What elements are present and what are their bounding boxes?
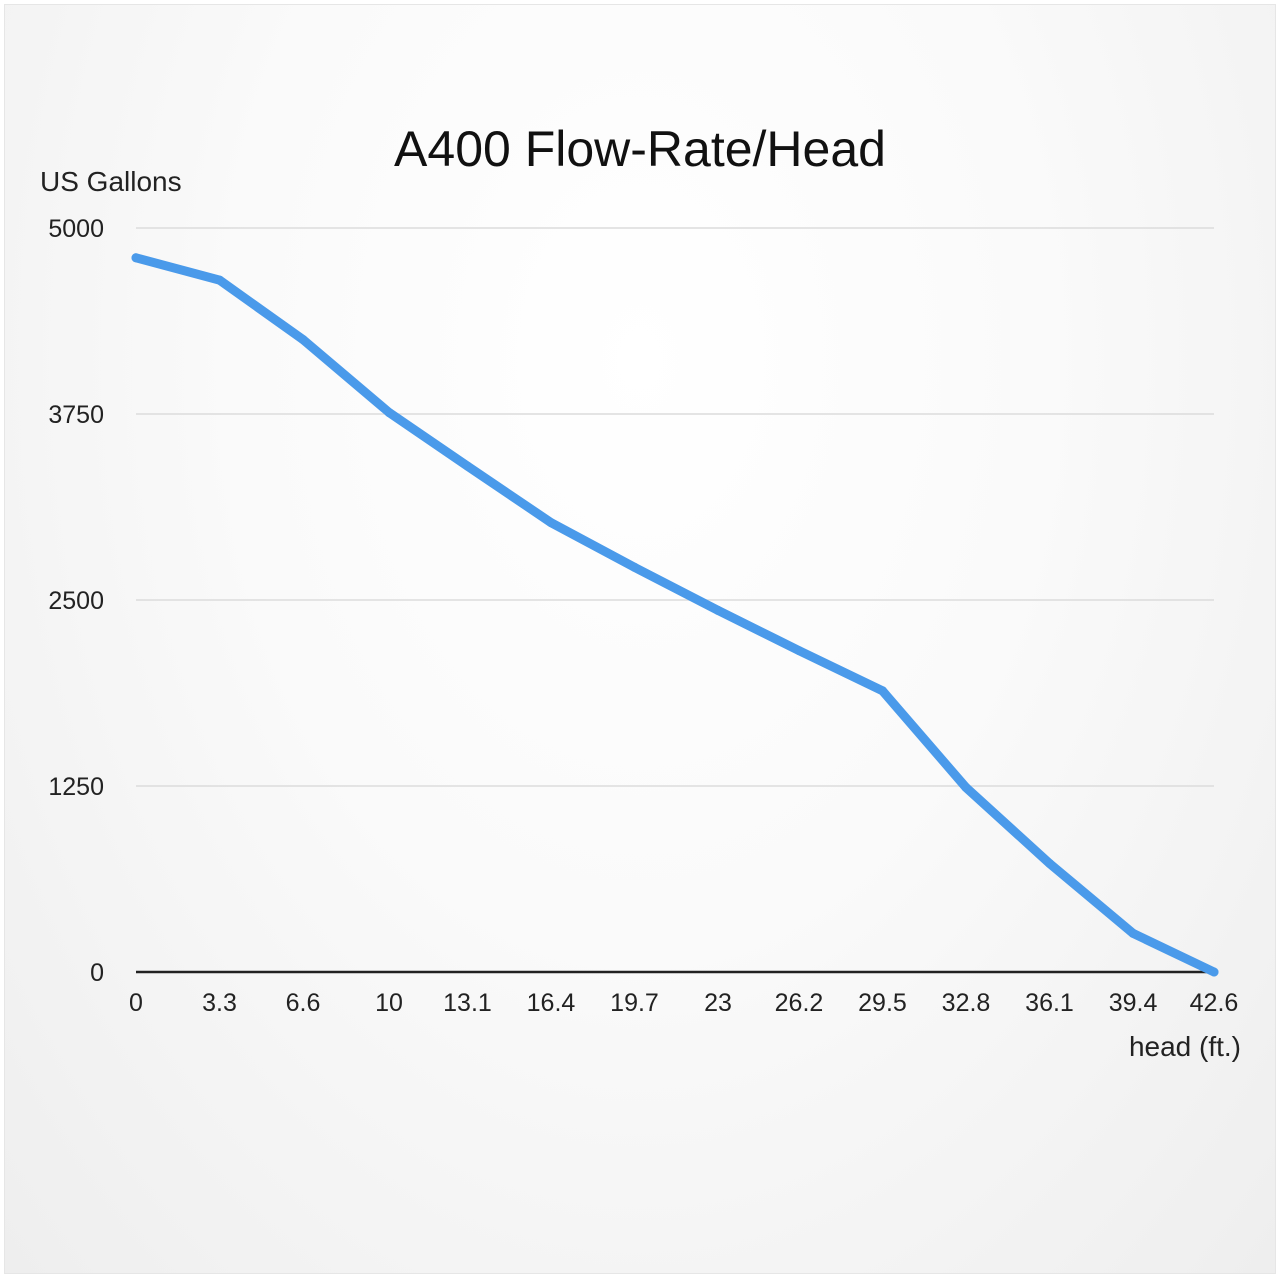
chart-panel <box>4 4 1276 1274</box>
x-tick-label: 39.4 <box>1109 989 1158 1017</box>
x-tick-label: 26.2 <box>775 989 824 1017</box>
data-point <box>1128 928 1138 938</box>
x-tick-label: 36.1 <box>1025 989 1074 1017</box>
x-tick-label: 13.1 <box>443 989 492 1017</box>
x-tick-labels: 0 3.3 6.6 10 13.1 16.4 19.7 23 26.2 29.5 32.8 36.1 3… <box>129 989 1238 1017</box>
x-tick-label: 19.7 <box>610 989 659 1017</box>
x-tick-label: 6.6 <box>286 989 321 1017</box>
data-point <box>131 253 141 263</box>
data-point <box>546 518 556 528</box>
x-tick-label: 42.6 <box>1190 989 1239 1017</box>
x-tick-label: 16.4 <box>527 989 576 1017</box>
x-tick-label: 10 <box>375 989 403 1017</box>
data-point <box>384 408 394 418</box>
y-tick-label: 0 <box>90 959 104 987</box>
data-point <box>1045 858 1055 868</box>
x-tick-label: 23 <box>704 989 732 1017</box>
flow-rate-line <box>131 253 1219 977</box>
x-tick-label: 29.5 <box>858 989 907 1017</box>
x-axis-label: head (ft.) <box>1129 1031 1241 1062</box>
data-point <box>794 646 804 656</box>
x-tick-label: 3.3 <box>202 989 237 1017</box>
x-tick-label: 0 <box>129 989 143 1017</box>
data-point <box>630 562 640 572</box>
data-point <box>298 335 308 345</box>
y-tick-label: 3750 <box>48 401 104 429</box>
y-tick-labels: 0 1250 2500 3750 5000 <box>48 215 104 987</box>
data-point <box>215 275 225 285</box>
data-point <box>462 461 472 471</box>
data-point <box>878 686 888 696</box>
y-tick-label: 2500 <box>48 587 104 615</box>
data-point <box>1209 967 1219 977</box>
chart-title: A400 Flow-Rate/Head <box>394 121 886 177</box>
data-point <box>713 605 723 615</box>
gridlines <box>136 227 1214 787</box>
x-tick-label: 32.8 <box>942 989 991 1017</box>
y-axis-label: US Gallons <box>40 166 182 197</box>
y-tick-label: 5000 <box>48 215 104 243</box>
data-point <box>961 782 971 792</box>
y-tick-label: 1250 <box>48 773 104 801</box>
series-layer <box>131 253 1219 977</box>
